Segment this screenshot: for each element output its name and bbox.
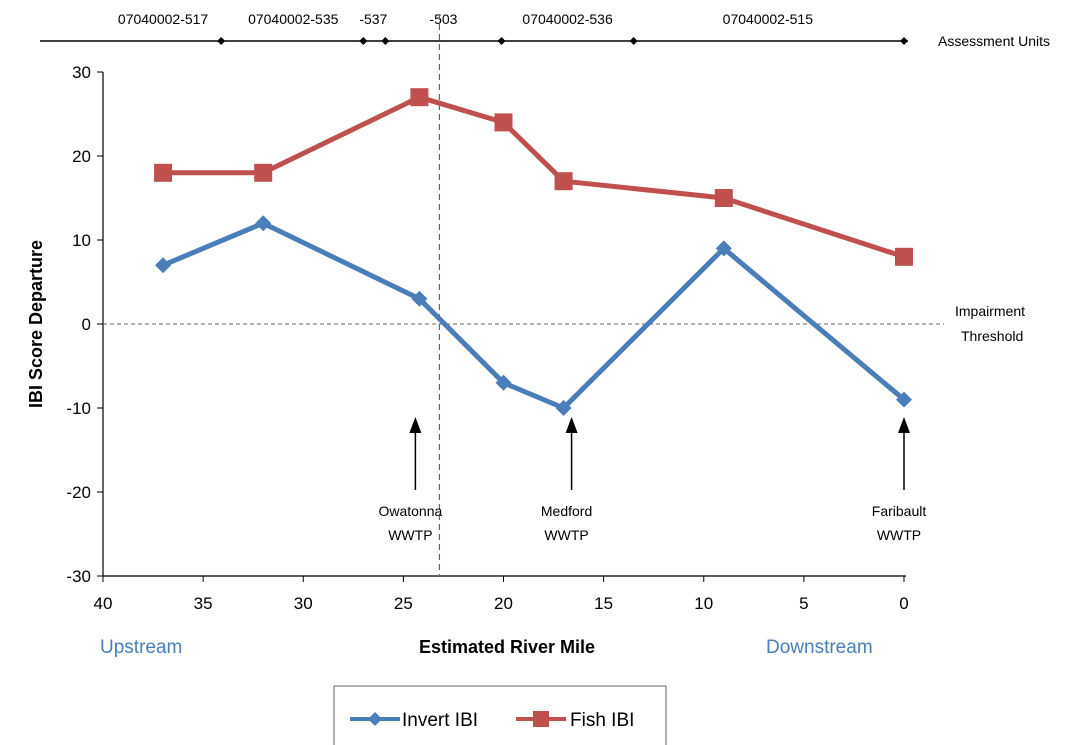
invert-ibi-point: [495, 374, 512, 391]
fish-ibi-point: [714, 189, 733, 207]
y-tick-label: -10: [66, 399, 91, 418]
assessment-unit-label: 07040002-515: [723, 11, 814, 27]
x-tick-label: 15: [594, 594, 613, 613]
threshold-label-line2: Threshold: [961, 328, 1023, 344]
y-ticks: 30 20 10 0 -10 -20 -30: [66, 63, 103, 586]
wwtp-arrow-head: [898, 417, 910, 433]
assessment-unit-boundary-marker: [381, 37, 390, 45]
invert-ibi-point: [411, 290, 428, 307]
wwtp-label-type: WWTP: [544, 527, 588, 543]
fish-ibi-point: [895, 247, 913, 266]
wwtp-label-type: WWTP: [388, 527, 432, 543]
fish-ibi-point: [254, 163, 273, 182]
y-tick-label: 0: [82, 315, 91, 334]
wwtp-label-type: WWTP: [877, 527, 921, 543]
fish-ibi-point: [410, 88, 429, 107]
wwtp-arrow-head: [565, 417, 578, 433]
y-tick-label: -30: [66, 567, 91, 586]
x-tick-label: 35: [194, 594, 213, 613]
y-tick-label: 30: [72, 63, 91, 82]
legend-box: [333, 685, 667, 745]
fish-ibi-point: [554, 172, 573, 191]
assessment-unit-boundary-marker: [359, 37, 368, 45]
legend-fish-label: Fish IBI: [570, 710, 634, 731]
x-tick-label: 0: [899, 594, 908, 613]
x-tick-label: 5: [799, 594, 808, 613]
annotations-layer: Owatonna WWTP Medford WWTP Faribault WWTP: [378, 417, 926, 543]
y-tick-label: 10: [72, 231, 91, 250]
assessment-units-bar: Assessment Units 07040002-517 07040002-53…: [40, 11, 1050, 49]
invert-ibi-point: [715, 240, 732, 257]
invert-ibi-point: [255, 215, 272, 232]
assessment-unit-boundary-marker: [217, 37, 226, 45]
legend: Invert IBI Fish IBI: [333, 685, 667, 745]
invert-ibi-point: [155, 257, 172, 274]
y-tick-label: -20: [66, 483, 91, 502]
x-ticks: 40 35 30 25 20 15 10 5 0: [94, 576, 909, 613]
legend-fish-marker: [533, 711, 549, 727]
assessment-unit-label: -537: [359, 11, 387, 27]
assessment-unit-boundary-marker: [629, 37, 638, 45]
wwtp-arrow-head: [409, 417, 422, 433]
invert-ibi-point: [896, 391, 912, 408]
legend-invert-label: Invert IBI: [402, 710, 478, 731]
series-layer: [154, 88, 913, 416]
x-tick-label: 10: [694, 594, 713, 613]
assessment-units-title: Assessment Units: [938, 33, 1050, 49]
upstream-label: Upstream: [100, 637, 182, 658]
assessment-unit-label: 07040002-535: [248, 11, 339, 27]
assessment-unit-boundary-marker: [497, 37, 506, 45]
wwtp-label-name: Medford: [541, 503, 592, 519]
x-tick-label: 30: [294, 594, 313, 613]
fish-ibi-point: [154, 163, 173, 182]
x-axis-title: Estimated River Mile: [419, 637, 595, 657]
assessment-unit-boundary-marker: [900, 37, 908, 45]
assessment-unit-label: 07040002-536: [522, 11, 613, 27]
fish-ibi-line: [163, 94, 905, 260]
x-tick-label: 20: [494, 594, 513, 613]
fish-ibi-point: [494, 113, 513, 132]
wwtp-label-name: Faribault: [872, 503, 927, 519]
threshold-label-line1: Impairment: [955, 303, 1025, 319]
downstream-label: Downstream: [766, 637, 873, 658]
x-tick-label: 25: [394, 594, 413, 613]
y-tick-label: 20: [72, 147, 91, 166]
y-axis-title: IBI Score Departure: [26, 240, 46, 408]
legend-invert-marker: [368, 712, 382, 726]
x-tick-label: 40: [94, 594, 113, 613]
wwtp-label-name: Owatonna: [378, 503, 442, 519]
assessment-unit-label: -503: [429, 11, 457, 27]
invert-ibi-line: [162, 220, 906, 411]
assessment-unit-label: 07040002-517: [118, 11, 209, 27]
invert-ibi-point: [555, 400, 572, 416]
